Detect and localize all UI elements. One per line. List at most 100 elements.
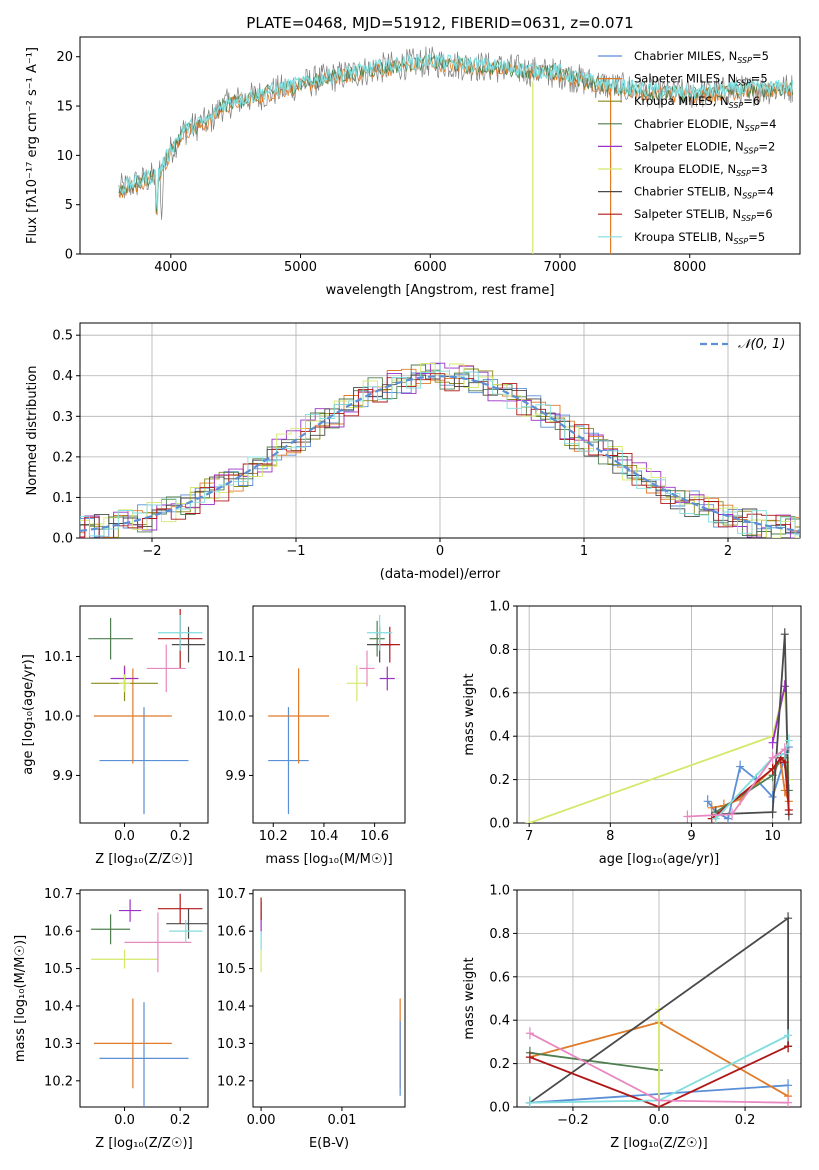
x-tick-label: 7 [525,829,533,844]
y-tick-label: 10.3 [44,1037,73,1052]
mass-weight-line [529,1051,660,1071]
mass-weight-marker [525,1096,534,1107]
y-tick-label: 10 [56,149,73,164]
age_vs_Z-points [88,608,206,815]
model-spectrum [118,52,794,210]
error-bar-point [268,707,309,815]
normal-curve [80,375,800,532]
legend-entry: Kroupa ELODIE, NSSP=3 [598,162,768,178]
residual-histogram [80,363,800,538]
error-bar-point [99,1002,189,1107]
spectrum-axes: 4000 5000 6000 7000 8000 0 5 10 15 20 wavelength [… [25,36,801,298]
legend-label: 𝒩(0, 1) [738,337,785,352]
mass_vs_EBV-points [260,897,401,1096]
mass_weight_vs_Z-series [525,912,793,1107]
mass-weight-marker [707,801,716,814]
age_vs_mass-axes: 10.2 10.4 10.6 9.9 10.0 10.1 mass [log₁₀(M/M☉)… [217,605,406,867]
y-tick-label: 0.5 [52,329,73,344]
y-tick-label: 1.0 [489,884,510,899]
legend-entry: Chabrier STELIB, NSSP=4 [598,185,774,201]
residual-histogram [80,370,800,537]
legend-label: Chabrier STELIB, NSSP=4 [634,185,774,201]
mass-weight-marker [703,795,712,808]
mass-weight-marker [525,1027,534,1040]
mass-weight-marker [784,1029,793,1042]
mass-weight-line [715,634,790,816]
x-tick-label: 0 [436,544,444,559]
mass-weight-marker [776,751,785,764]
legend-entry: Chabrier ELODIE, NSSP=4 [598,117,776,133]
x-tick-label: 10.4 [309,829,338,844]
mass-weight-marker [768,736,777,749]
x-tick-label: 10 [764,829,781,844]
y-tick-label: 0.6 [489,970,510,985]
y-tick-label: 1.0 [489,600,510,615]
y-tick-label: 10.6 [44,925,73,940]
error-bar-point [166,908,208,939]
y-tick-label: 10.4 [217,999,246,1014]
x-tick-label: 8 [606,829,614,844]
plot-frame [79,605,209,824]
error-bar-point [379,666,395,691]
x-axis-label: Z [log₁₀(Z/Z☉)] [95,1136,192,1151]
plot-frame [516,605,802,824]
x-tick-label: 0.00 [247,1113,276,1128]
y-tick-label: 10.7 [44,887,73,902]
y-axis-label: age [log₁₀(age/yr)] [21,654,36,775]
y-tick-label: 9.9 [52,769,73,784]
y-tick-label: 0.1 [52,491,73,506]
error-bar-point [169,919,203,943]
x-tick-label: 0.0 [114,1113,135,1128]
y-tick-label: 0.4 [489,1014,510,1029]
legend-entry: Chabrier MILES, NSSP=5 [598,49,769,65]
x-axis-label: wavelength [Angstrom, rest frame] [326,283,555,298]
mass_weight_vs_Z-axes: −0.2 0.0 0.2 0.0 0.2 0.4 0.6 0.8 1.0 Z [log₁₀(Z/Z… [462,884,802,1151]
mass_vs_Z-axes: 0.0 0.2 10.2 10.3 10.4 10.5 10.6 10.7 Z [log₁₀(Z… [13,887,209,1151]
mass-weight-line [715,740,790,820]
y-tick-label: 0.6 [489,686,510,701]
mass_weight_vs_age-series [525,628,793,823]
x-tick-label: −1 [286,544,305,559]
error-bar-point [367,614,393,651]
y-tick-label: 0.2 [489,773,510,788]
x-tick-label: 0.2 [170,829,191,844]
spectrum-legend: Chabrier MILES, NSSP=5 Salpeter MILES, NS… [598,49,776,246]
x-tick-label: 8000 [673,260,706,275]
residual-legend: 𝒩(0, 1) [700,337,785,352]
age_vs_Z-axes: 0.0 0.2 9.9 10.0 10.1 Z [log₁₀(Z/Z☉)] age [log… [21,605,209,867]
mass-weight-line [529,1045,789,1107]
y-tick-label: 0.4 [52,369,73,384]
x-tick-label: 0.01 [327,1113,356,1128]
error-bar-point [124,912,192,973]
mass_weight_vs_age-axes: 7 8 9 10 0.0 0.2 0.4 0.6 0.8 1.0 age [log₁₀(age/yr… [462,600,802,867]
y-tick-label: 5 [65,198,73,213]
y-tick-label: 15 [56,100,73,115]
error-bar-point [157,614,203,651]
error-bar-point [93,668,172,764]
residual-histogram [80,373,800,538]
model-spectrum [118,52,793,213]
y-axis-label: mass weight [462,957,477,1039]
mass-weight-marker [655,1094,663,1107]
x-tick-label: 0.2 [735,1113,756,1128]
x-axis-label: mass [log₁₀(M/M☉)] [265,852,392,867]
mass-weight-marker [784,1096,793,1107]
legend-label: Salpeter ELODIE, NSSP=2 [634,139,775,155]
x-tick-label: 7000 [543,260,576,275]
y-axis-label: mass weight [462,673,477,755]
y-tick-label: 10.3 [217,1037,246,1052]
mass-weight-marker [525,1051,534,1064]
mass-weight-marker [728,808,737,821]
x-tick-label: 0.2 [170,1113,191,1128]
plot-frame [252,605,406,824]
y-tick-label: 0.3 [52,410,73,425]
error-bar-point [346,665,367,702]
x-tick-label: 0.0 [114,829,135,844]
plot-frame [252,889,406,1108]
error-bar-point [91,914,131,945]
error-bar-point [157,893,203,924]
x-tick-label: 5000 [284,260,317,275]
y-tick-label: 10.6 [217,925,246,940]
